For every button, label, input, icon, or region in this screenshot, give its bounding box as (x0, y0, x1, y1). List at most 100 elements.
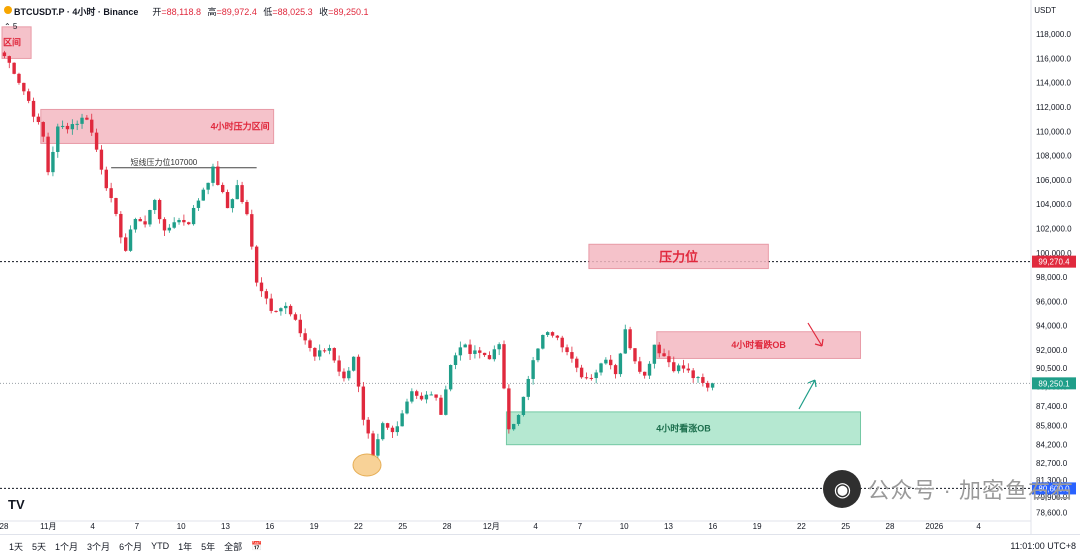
x-tick-label: 16 (708, 522, 717, 531)
candle-body (94, 132, 99, 150)
candle-body (109, 188, 113, 199)
candle-body (264, 291, 269, 299)
zone-box (40, 108, 275, 144)
candle-body (657, 344, 661, 354)
y-tick-label: 85,800.0 (1036, 421, 1068, 430)
candle-body (473, 350, 477, 354)
currency-label[interactable]: USDT (1034, 6, 1056, 15)
candle-body (60, 125, 65, 127)
candle-body (99, 149, 104, 170)
candle-body (337, 360, 341, 372)
candle-body (691, 370, 695, 379)
open-value: =88,118.8 (161, 6, 201, 17)
candle-body (545, 332, 550, 335)
candle-body (594, 372, 598, 379)
candle-body (70, 124, 75, 130)
y-tick-label: 102,000.0 (1036, 224, 1072, 233)
x-tick-label: 10 (177, 522, 186, 531)
candle-body (172, 222, 176, 228)
live-indicator-icon (4, 6, 12, 14)
tf-1d[interactable]: 1天 (9, 541, 24, 552)
calendar-range-icon[interactable]: 📅 (251, 540, 263, 551)
candle-body (497, 344, 501, 350)
candle-body (187, 222, 191, 225)
low-highlight-circle (352, 453, 382, 477)
x-tick-label: 28 (886, 522, 895, 531)
y-tick-label: 79,900.0 (1036, 493, 1068, 502)
tf-1y[interactable]: 1年 (178, 541, 193, 552)
candle-body (250, 214, 254, 247)
candle-body (293, 314, 298, 320)
candle-body (31, 100, 36, 117)
candle-body (400, 413, 404, 427)
zone-box (656, 331, 862, 359)
candle-body (448, 365, 453, 390)
candle-body (667, 356, 671, 363)
candle-body (599, 363, 603, 373)
candle-body (676, 365, 681, 372)
y-tick-label: 118,000.0 (1036, 30, 1072, 39)
zone-label: 4小时看跌OB (731, 339, 786, 350)
y-tick-label: 106,000.0 (1036, 176, 1072, 185)
utc-clock[interactable]: 11:01:00 UTC+8 (1010, 541, 1076, 551)
candle-body (75, 123, 79, 125)
candle-body (381, 423, 385, 440)
tf-3m[interactable]: 3个月 (87, 541, 111, 552)
candle-body (570, 352, 574, 359)
candle-body (317, 350, 322, 357)
symbol-title[interactable]: BTCUSDT.P · 4小时 · Binance (14, 6, 139, 17)
candle-body (385, 423, 390, 428)
candle-body (555, 335, 560, 338)
x-tick-label: 2026 (925, 522, 943, 531)
candle-body (2, 52, 7, 57)
candle-body (550, 332, 555, 336)
candle-body (220, 184, 225, 193)
candle-body (487, 355, 492, 360)
candle-body (259, 282, 264, 292)
candle-body (342, 371, 346, 379)
tf-1m[interactable]: 1个月 (55, 541, 79, 552)
candle-body (439, 397, 443, 415)
candle-body (609, 359, 613, 366)
tf-all[interactable]: 全部 (224, 541, 243, 552)
x-tick-label: 7 (135, 522, 140, 531)
tf-ytd[interactable]: YTD (151, 541, 170, 551)
watermark-text: 公众号 · 加密鱼右右 (867, 478, 1074, 503)
candle-body (332, 348, 336, 361)
candle-body (410, 391, 414, 402)
candle-body (7, 56, 11, 63)
high-value: =89,972.4 (216, 6, 257, 17)
candle-body (26, 91, 31, 101)
chart-header: BTCUSDT.P · 4小时 · Binance 开=88,118.8 高=8… (0, 0, 372, 22)
low-value: =88,025.3 (272, 6, 313, 17)
candle-body (672, 362, 676, 372)
candle-body (560, 337, 564, 348)
indicator-collapse-toggle[interactable]: ⌃ 5 (4, 22, 18, 31)
y-tick-label: 100,000.0 (1036, 249, 1072, 258)
candle-body (22, 82, 26, 92)
wechat-icon: ◉ (823, 470, 862, 508)
zone-box (1, 26, 32, 59)
candle-body (65, 125, 70, 130)
candle-body (85, 117, 89, 120)
reference-price-tag (1032, 255, 1076, 268)
tf-6m[interactable]: 6个月 (119, 541, 143, 552)
zone-box (505, 411, 862, 446)
candle-body (371, 433, 375, 456)
y-tick-label: 78,600.0 (1036, 509, 1068, 518)
candle-body (284, 305, 288, 309)
level-label: 短线压力位107000 (131, 157, 198, 167)
candle-body (123, 237, 128, 251)
y-tick-label: 98,000.0 (1036, 273, 1068, 282)
candle-body (604, 359, 608, 364)
tradingview-logo: TV (8, 497, 25, 512)
candle-body (623, 329, 627, 354)
candle-body (90, 119, 94, 133)
x-tick-label: 12月 (483, 522, 500, 531)
candle-body (245, 201, 249, 215)
x-tick-label: 4 (976, 522, 981, 531)
tf-5d[interactable]: 5天 (32, 541, 47, 552)
tf-5y[interactable]: 5年 (201, 541, 216, 552)
zone-label: 压力位 (659, 249, 698, 264)
